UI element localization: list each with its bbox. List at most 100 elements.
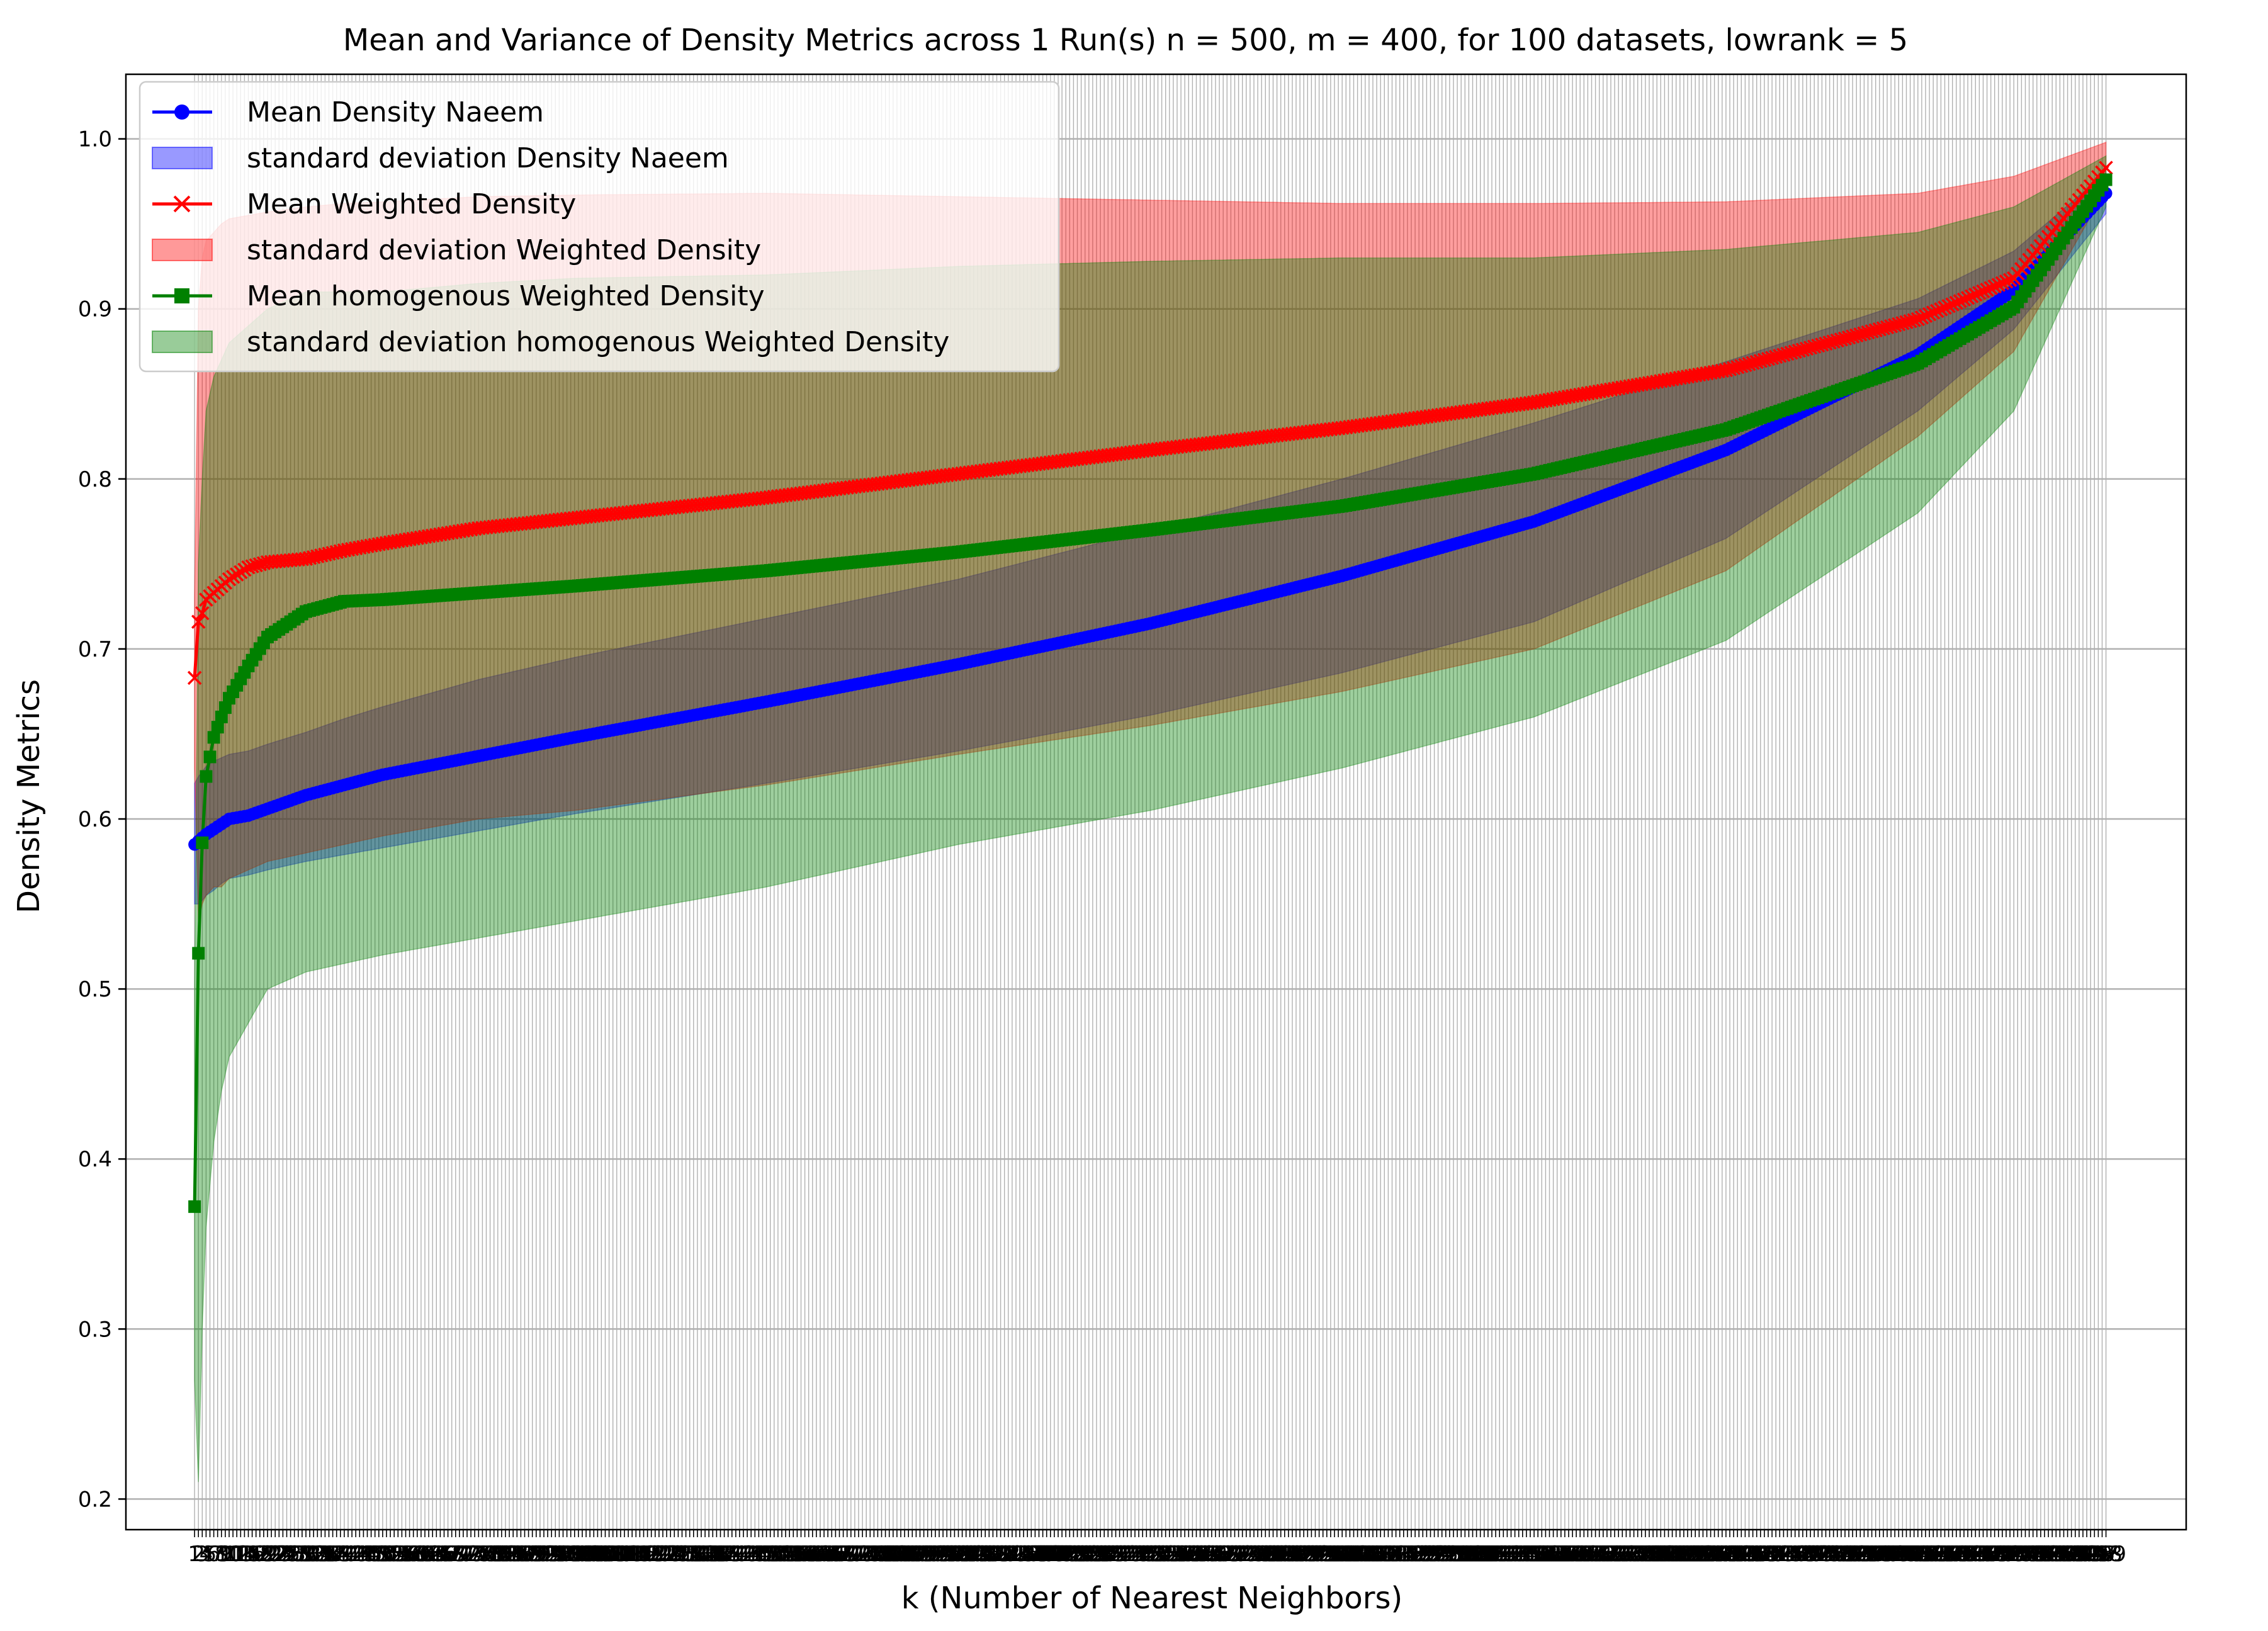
x-tick-label: 150 <box>746 1542 787 1567</box>
x-tick-label: 145 <box>727 1542 768 1567</box>
y-tick-label: 0.9 <box>78 297 112 322</box>
x-tick-label: 93 <box>534 1542 561 1567</box>
x-tick-label: 119 <box>627 1542 668 1567</box>
legend: Mean Density Naeem standard deviation Den… <box>138 81 1060 373</box>
x-tick-label: 8 <box>215 1542 228 1567</box>
x-tick-label: 171 <box>827 1542 867 1567</box>
x-gridlines <box>194 74 2107 1530</box>
x-tick-label: 136 <box>692 1542 733 1567</box>
marker-x <box>1914 310 1929 325</box>
marker-x <box>1964 289 1979 303</box>
x-tick-label: 183 <box>872 1542 913 1567</box>
x-tick-label: 27 <box>281 1542 308 1567</box>
x-tick-label: 36 <box>315 1542 342 1567</box>
x-tick-label: 19 <box>250 1542 277 1567</box>
x-tick-label: 59 <box>403 1542 431 1567</box>
x-tick-label: 181 <box>865 1542 906 1567</box>
legend-label: Mean Weighted Density <box>247 188 576 220</box>
x-tick-label: 53 <box>381 1542 408 1567</box>
x-tick-label: 65 <box>427 1542 454 1567</box>
x-tick-label: 138 <box>700 1542 741 1567</box>
x-tick-label: 82 <box>492 1542 519 1567</box>
x-tick-label: 191 <box>903 1542 944 1567</box>
marker-x <box>195 606 210 621</box>
x-tick-label: 137 <box>696 1542 737 1567</box>
x-tick-label: 46 <box>354 1542 381 1567</box>
x-tick-label: 149 <box>742 1542 783 1567</box>
x-tick-label: 14 <box>231 1542 258 1567</box>
x-tick-label: 201 <box>942 1542 983 1567</box>
x-tick-label: 216 <box>1000 1542 1041 1567</box>
marker-x <box>1938 300 1952 315</box>
marker-x <box>1999 274 2014 289</box>
legend-label: Mean Density Naeem <box>247 96 544 128</box>
x-tick-label: 198 <box>930 1542 971 1567</box>
x-tick-label: 193 <box>911 1542 952 1567</box>
x-tick-label: 77 <box>473 1542 500 1567</box>
x-tick-label: 203 <box>949 1542 990 1567</box>
x-tick-label: 35 <box>312 1542 339 1567</box>
x-tick-label: 55 <box>388 1542 415 1567</box>
x-tick-label: 168 <box>815 1542 856 1567</box>
x-tick-label: 127 <box>658 1542 699 1567</box>
x-tick-label: 10 <box>215 1542 242 1567</box>
x-tick-label: 33 <box>304 1542 331 1567</box>
marker-square <box>196 836 209 849</box>
y-tick-label: 0.5 <box>78 977 112 1002</box>
x-tick-label: 130 <box>669 1542 710 1567</box>
x-tick-label: 113 <box>604 1542 645 1567</box>
x-tick-label: 217 <box>1003 1542 1044 1567</box>
x-tick-label: 75 <box>465 1542 492 1567</box>
x-tick-label: 54 <box>385 1542 412 1567</box>
marker-x <box>1960 290 1975 305</box>
marker-square <box>188 1200 201 1213</box>
x-tick-label: 167 <box>811 1542 852 1567</box>
x-tick-label: 194 <box>915 1542 956 1567</box>
x-tick-label: 26 <box>277 1542 304 1567</box>
marker-x <box>1922 307 1937 322</box>
x-tick-label: 121 <box>635 1542 675 1567</box>
x-tick-label: 62 <box>415 1542 442 1567</box>
x-tick-label: 30 <box>292 1542 319 1567</box>
x-tick-label: 57 <box>396 1542 423 1567</box>
x-tick-label: 61 <box>411 1542 438 1567</box>
x-tick-label: 140 <box>708 1542 748 1567</box>
x-tick-label: 73 <box>458 1542 485 1567</box>
marker-x <box>1949 295 1964 310</box>
x-tick-label: 221 <box>1018 1542 1059 1567</box>
x-tick-label: 222 <box>1022 1542 1063 1567</box>
x-tick-label: 13 <box>227 1542 254 1567</box>
x-tick-label: 29 <box>288 1542 315 1567</box>
x-tick-label: 139 <box>704 1542 745 1567</box>
legend-label: Mean homogenous Weighted Density <box>247 280 765 312</box>
x-tick-label: 52 <box>376 1542 403 1567</box>
x-tick-label: 118 <box>623 1542 664 1567</box>
x-tick-label: 47 <box>358 1542 385 1567</box>
x-tick-label: 81 <box>488 1542 515 1567</box>
legend-label: standard deviation homogenous Weighted D… <box>247 326 949 358</box>
x-tick-label: 3 <box>196 1542 210 1567</box>
y-tick-label: 0.3 <box>78 1317 112 1342</box>
x-tick-label: 218 <box>1007 1542 1048 1567</box>
x-tick-label: 51 <box>373 1542 400 1567</box>
x-tick-label: 188 <box>892 1542 933 1567</box>
x-tick-label: 66 <box>431 1542 458 1567</box>
marker-x <box>187 670 202 686</box>
marker-x <box>1930 303 1944 319</box>
x-tick-label: 209 <box>973 1542 1013 1567</box>
x-tick-label: 105 <box>573 1542 614 1567</box>
x-tick-label: 102 <box>562 1542 603 1567</box>
x-tick-label: 25 <box>273 1542 300 1567</box>
x-tick-label: 141 <box>711 1542 752 1567</box>
x-tick-label: 60 <box>407 1542 434 1567</box>
x-tick-label: 131 <box>673 1542 714 1567</box>
marker-square <box>200 770 213 783</box>
x-tick-label: 72 <box>453 1542 480 1567</box>
x-tick-label: 111 <box>596 1542 637 1567</box>
y-axis-ticks: 0.2 0.3 0.4 0.5 0.6 0.7 0.8 0.9 1.0 <box>78 127 126 1512</box>
marker-x <box>2099 161 2113 175</box>
marker-x <box>1976 284 1990 299</box>
x-tick-label: 158 <box>777 1542 818 1567</box>
